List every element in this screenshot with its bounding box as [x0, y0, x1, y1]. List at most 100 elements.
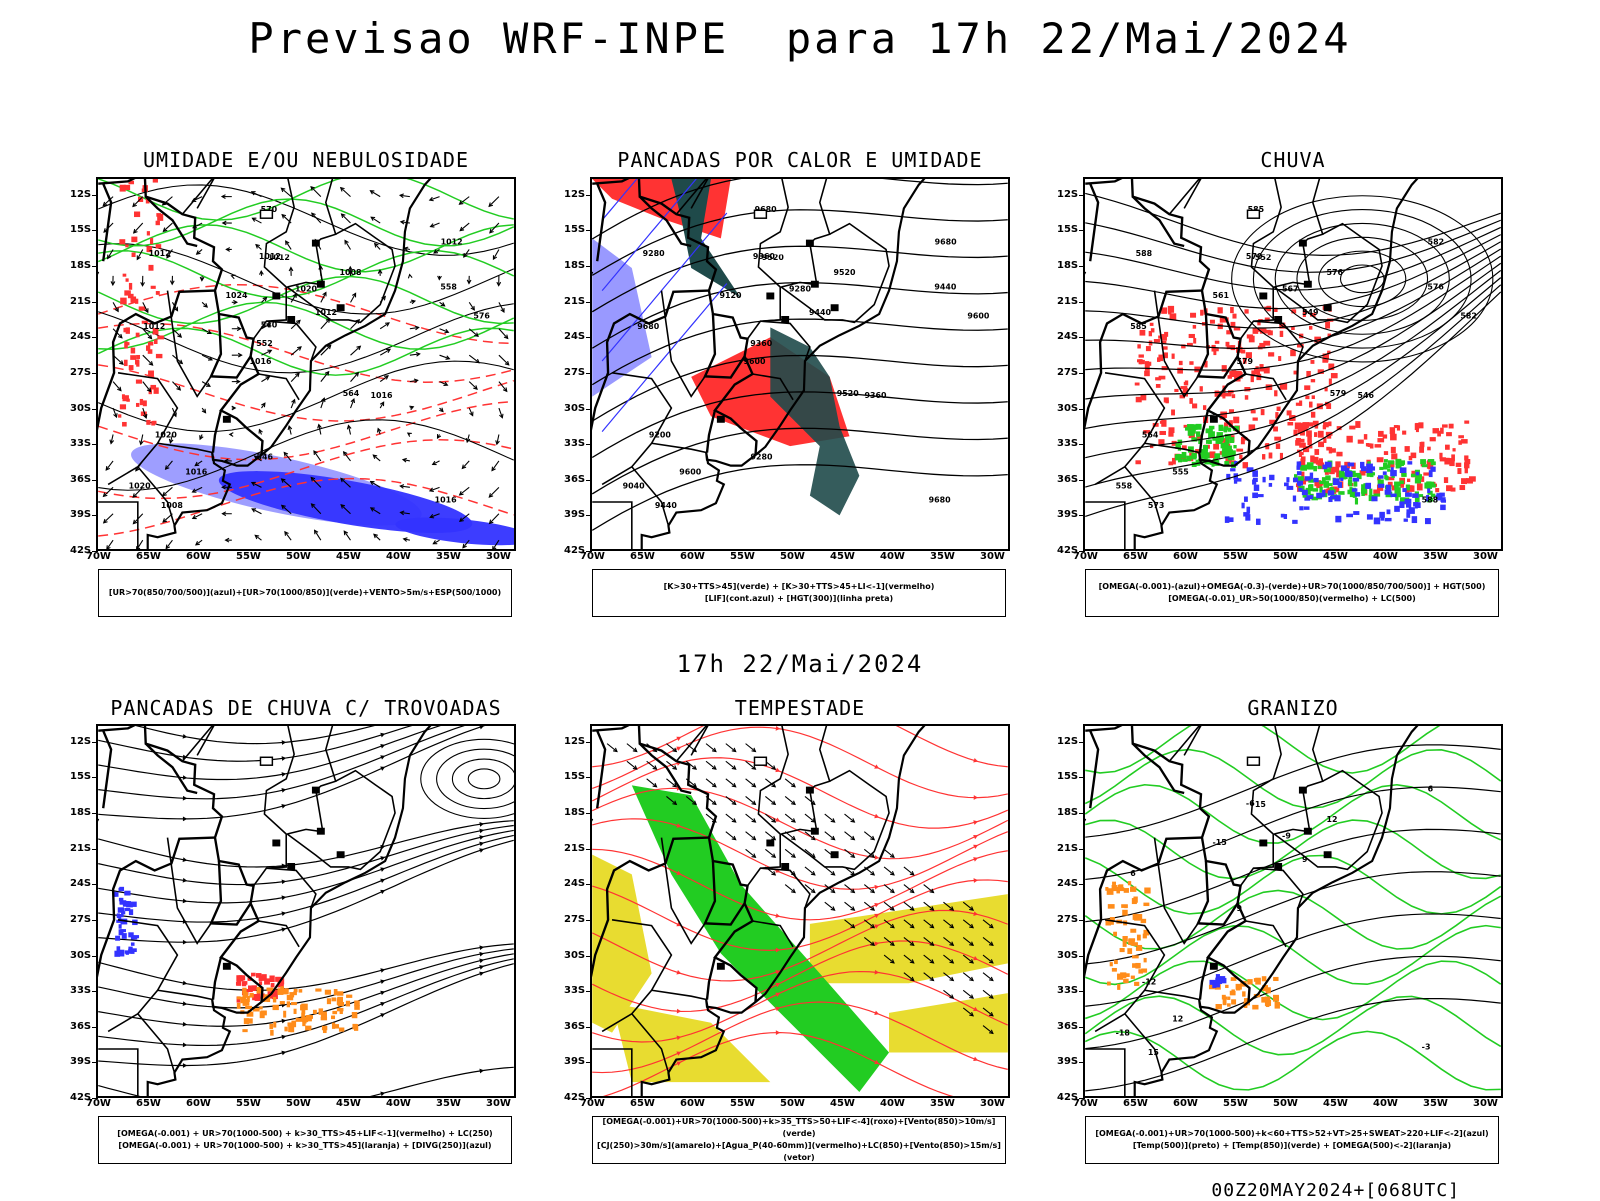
rain-cell-heavy: [1422, 464, 1428, 467]
thunderstorm-cell: [237, 980, 242, 985]
rain-cell: [1323, 422, 1329, 427]
footer-run-info: 00Z20MAY2024+[068UTC]: [1211, 1180, 1460, 1201]
omega-cell: [1223, 999, 1227, 1006]
rain-cell-light: [1254, 485, 1259, 491]
red-cell: [150, 238, 153, 244]
reservoir-marker: [260, 210, 272, 218]
rain-cell-heavy: [1361, 488, 1367, 494]
x-tick-label: 35W: [436, 1098, 461, 1109]
contour-label: 1016: [435, 496, 458, 505]
rain-cell: [1277, 407, 1281, 411]
omega-cell: [1120, 972, 1126, 978]
wind-vector: [706, 744, 716, 752]
rain-cell: [1226, 342, 1230, 347]
rain-cell: [1302, 422, 1309, 428]
y-tick-label: 39S: [564, 509, 585, 520]
rain-cell: [1456, 463, 1462, 467]
rain-cell: [1310, 360, 1314, 364]
streamline-head: [183, 940, 187, 945]
convective-cell: [346, 995, 352, 998]
rain-cell-light: [1338, 482, 1342, 488]
rain-cell-heavy: [1338, 491, 1344, 495]
rain-cell: [1189, 361, 1193, 365]
rain-cell: [1274, 390, 1277, 396]
rain-cell: [1464, 421, 1469, 424]
rain-cell-heavy: [1400, 480, 1404, 484]
y-tick: [92, 1027, 98, 1028]
lake-marker: [766, 293, 774, 300]
streamline-850-head: [776, 1030, 780, 1035]
x-tick-label: 45W: [830, 551, 855, 562]
rain-cell-light: [1367, 514, 1373, 519]
streamline-head: [281, 788, 286, 793]
rain-cell-heavy: [1192, 426, 1198, 430]
y-tick-label: 27S: [1057, 367, 1078, 378]
red-cell: [136, 333, 140, 338]
convective-cell: [237, 996, 241, 999]
omega-cell: [1107, 982, 1111, 986]
lake-marker: [1259, 840, 1267, 847]
rain-cell-light: [1378, 484, 1384, 488]
y-tick: [92, 515, 98, 516]
rain-cell: [1331, 373, 1338, 378]
thunderstorm-cell: [243, 981, 247, 985]
map-plot: 1016101210121016100810081012102010201024…: [98, 179, 514, 549]
rain-cell: [1300, 459, 1305, 466]
lake-marker: [806, 787, 814, 794]
convective-cell: [321, 1017, 327, 1020]
rain-cell-heavy: [1420, 459, 1426, 464]
rain-cell: [1330, 448, 1336, 452]
rain-cell-light: [1286, 486, 1293, 490]
rain-cell: [1445, 445, 1450, 450]
convective-cell: [270, 1030, 273, 1036]
contour-label: 576: [473, 311, 490, 320]
y-tick: [1079, 849, 1085, 850]
rain-cell-heavy: [1313, 466, 1317, 471]
rain-cell: [1139, 359, 1143, 364]
streamline-head: [183, 1063, 187, 1068]
convective-cell: [284, 1027, 287, 1032]
y-tick: [92, 480, 98, 481]
contour-label: 552: [256, 339, 273, 348]
y-tick: [92, 884, 98, 885]
rain-cell: [1449, 424, 1454, 429]
red-cell: [120, 185, 126, 192]
x-tick-label: 35W: [930, 551, 955, 562]
state-border: [781, 726, 829, 834]
y-tick: [1079, 1062, 1085, 1063]
rain-cell: [1179, 361, 1183, 365]
wind-vector: [726, 832, 736, 840]
legend-line: [UR>70(850/700/500)](azul)+[UR>70(1000/8…: [99, 587, 511, 599]
y-tick: [586, 884, 592, 885]
state-border: [652, 990, 707, 999]
rain-cell: [1161, 420, 1166, 427]
y-tick: [92, 956, 98, 957]
rain-cell-light: [1352, 488, 1357, 492]
state-border: [98, 1049, 138, 1096]
rain-cell: [1260, 368, 1266, 371]
contour-label: 9520: [837, 389, 860, 398]
y-tick-label: 12S: [564, 189, 585, 200]
rain-cell: [1263, 341, 1270, 346]
rain-cell: [1444, 477, 1448, 483]
x-tick-label: 35W: [930, 1098, 955, 1109]
wind-vector: [963, 973, 973, 981]
omega-cell: [1130, 887, 1136, 892]
y-tick-label: 18S: [70, 807, 91, 818]
x-tick-label: 45W: [336, 1098, 361, 1109]
red-cell: [132, 253, 136, 257]
rain-cell: [1349, 426, 1355, 430]
y-tick-label: 33S: [1057, 985, 1078, 996]
rain-cell-light: [1440, 505, 1446, 510]
rain-cell: [1155, 377, 1161, 380]
contour-label: 9280: [789, 284, 812, 293]
rain-cell: [1261, 409, 1265, 415]
wind-vector: [805, 867, 815, 875]
red-cell: [135, 299, 138, 304]
rain-cell: [1200, 386, 1203, 391]
red-cell: [123, 328, 127, 332]
rain-cell-heavy: [1185, 427, 1190, 430]
convective-cell: [313, 1010, 317, 1014]
streamline-head: [183, 899, 188, 904]
